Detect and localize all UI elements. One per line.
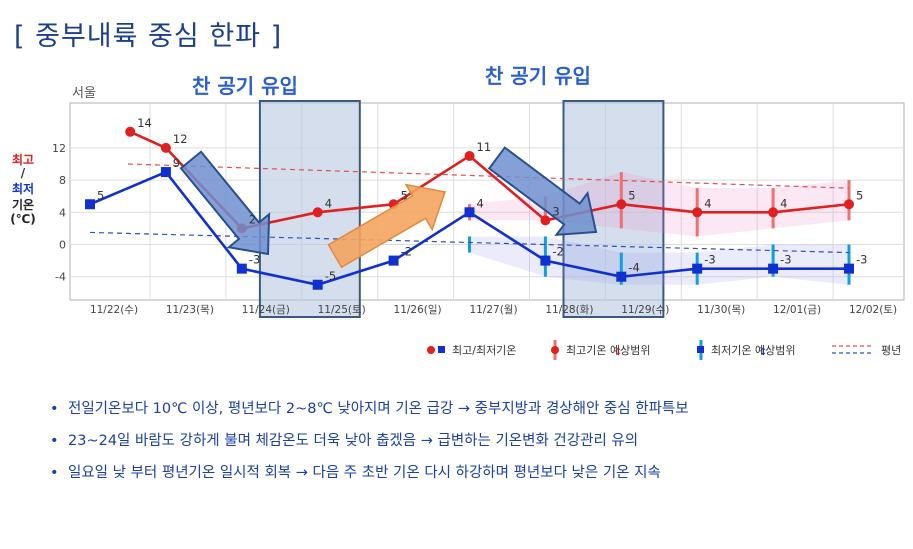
x-tick-label: 11/22(수) [90, 304, 138, 316]
x-tick-label: 12/02(토) [849, 304, 897, 316]
max-point [312, 207, 323, 218]
legend-max-range-marker [551, 346, 559, 354]
min-data-label: -5 [325, 269, 336, 283]
min-point [768, 263, 779, 274]
max-point [768, 207, 779, 218]
warm-up-arrow [327, 183, 446, 269]
min-point [616, 271, 627, 282]
max-data-label: 3 [552, 204, 559, 218]
max-data-label: 4 [704, 196, 711, 210]
min-data-label: 5 [97, 188, 104, 202]
min-data-label: -3 [704, 253, 715, 267]
min-data-label: -2 [552, 245, 563, 259]
ylabel-max: 최고 [11, 153, 35, 167]
max-point [160, 142, 171, 153]
legend-max-range-arrows: ↕ [614, 347, 622, 358]
min-point [540, 255, 551, 266]
min-data-label: 4 [477, 196, 484, 210]
max-data-label: 2 [249, 212, 256, 226]
max-data-label: 4 [325, 196, 332, 210]
ylabel-min: 최저 [11, 182, 35, 196]
max-data-label: 4 [780, 196, 787, 210]
min-data-label: -2 [401, 245, 412, 259]
min-point [844, 263, 854, 274]
min-point [160, 167, 171, 178]
legend-max-range-label: 최고기온 예상범위 [566, 344, 650, 357]
min-point [464, 207, 475, 218]
cold-air-down-arrow [179, 150, 271, 256]
max-data-label: 11 [477, 140, 492, 154]
x-tick-label: 12/01(금) [773, 304, 821, 316]
legend-max-marker [427, 346, 435, 354]
ylabel-unit: (℃) [10, 212, 36, 226]
summary-item-2: 23~24일 바람도 강하게 불며 체감온도 더욱 낮아 춥겠음 → 급변하는 … [50, 434, 689, 450]
max-data-label: 5 [628, 188, 635, 202]
legend: 최고/최저기온 최고기온 예상범위 ↕ 최저기온 예상범위 ↕ 평년 [427, 340, 901, 360]
forecast-range-bands [468, 172, 851, 285]
min-point [85, 199, 95, 210]
min-point [312, 279, 323, 290]
legend-max-min-label: 최고/최저기온 [452, 344, 516, 357]
summary-list: 전일기온보다 10℃ 이상, 평년보다 2~8℃ 낮아지며 기온 급강 → 중부… [50, 402, 689, 498]
legend-normal-label: 평년 [881, 344, 901, 357]
min-point [692, 263, 703, 274]
x-tick-label: 11/28(화) [545, 304, 593, 316]
cold-air-arrows [179, 146, 598, 269]
ylabel-separator: / [20, 166, 26, 180]
max-data-label: 5 [856, 188, 863, 202]
legend-min-range-arrows: ↕ [759, 347, 767, 358]
min-data-label: -3 [856, 253, 867, 267]
legend-min-range-marker [697, 346, 704, 353]
summary-item-1: 전일기온보다 10℃ 이상, 평년보다 2~8℃ 낮아지며 기온 급강 → 중부… [50, 402, 689, 418]
y-tick-label: 12 [52, 142, 66, 155]
ylabel-temp: 기온 [11, 198, 35, 212]
max-point [540, 215, 551, 226]
cold-air-right-label: 찬 공기 유입 [485, 64, 591, 88]
min-point [388, 255, 399, 266]
y-tick-label: 8 [59, 174, 66, 187]
x-tick-label: 11/24(금) [242, 304, 290, 316]
range-band [469, 236, 849, 285]
normal-max-line [127, 163, 850, 189]
max-point [692, 207, 703, 218]
min-data-label: -3 [780, 253, 791, 267]
min-data-label: -3 [249, 253, 260, 267]
summary-item-3: 일요일 낮 부터 평년기온 일시적 회복 → 다음 주 초반 기온 다시 하강하… [50, 466, 689, 482]
x-tick-label: 11/30(목) [697, 304, 745, 316]
max-point [844, 199, 854, 210]
y-tick-label: 4 [59, 206, 66, 219]
max-data-label: 14 [137, 116, 152, 130]
cold-air-down-arrow [487, 146, 598, 237]
cold-air-left-label: 찬 공기 유입 [192, 74, 298, 98]
x-tick-label: 11/23(목) [166, 304, 214, 316]
min-data-label: -4 [628, 261, 639, 275]
x-tick-label: 11/25(토) [318, 304, 366, 316]
legend-min-marker [438, 346, 445, 353]
max-point [616, 199, 627, 210]
y-tick-label: 0 [59, 239, 66, 252]
max-data-label: 5 [401, 188, 408, 202]
y-tick-label: -4 [55, 271, 66, 284]
x-tick-label: 11/26(일) [394, 303, 442, 316]
x-tick-label: 11/27(월) [469, 304, 517, 316]
min-point [236, 263, 247, 274]
station-label: 서울 [72, 86, 96, 101]
page-title: [ 중부내륙 중심 한파 ] [14, 21, 283, 52]
x-tick-label: 11/29(수) [621, 304, 669, 316]
labels: 12 8 4 0 -4 11/22(수) 11/23(목) 11/24(금) 11/25(토) 1… [52, 116, 897, 316]
legend-min-range-label: 최저기온 예상범위 [711, 344, 795, 357]
max-point [464, 150, 475, 161]
max-data-label: 12 [173, 132, 188, 146]
max-point [125, 126, 136, 137]
min-data-label: 9 [173, 156, 180, 170]
